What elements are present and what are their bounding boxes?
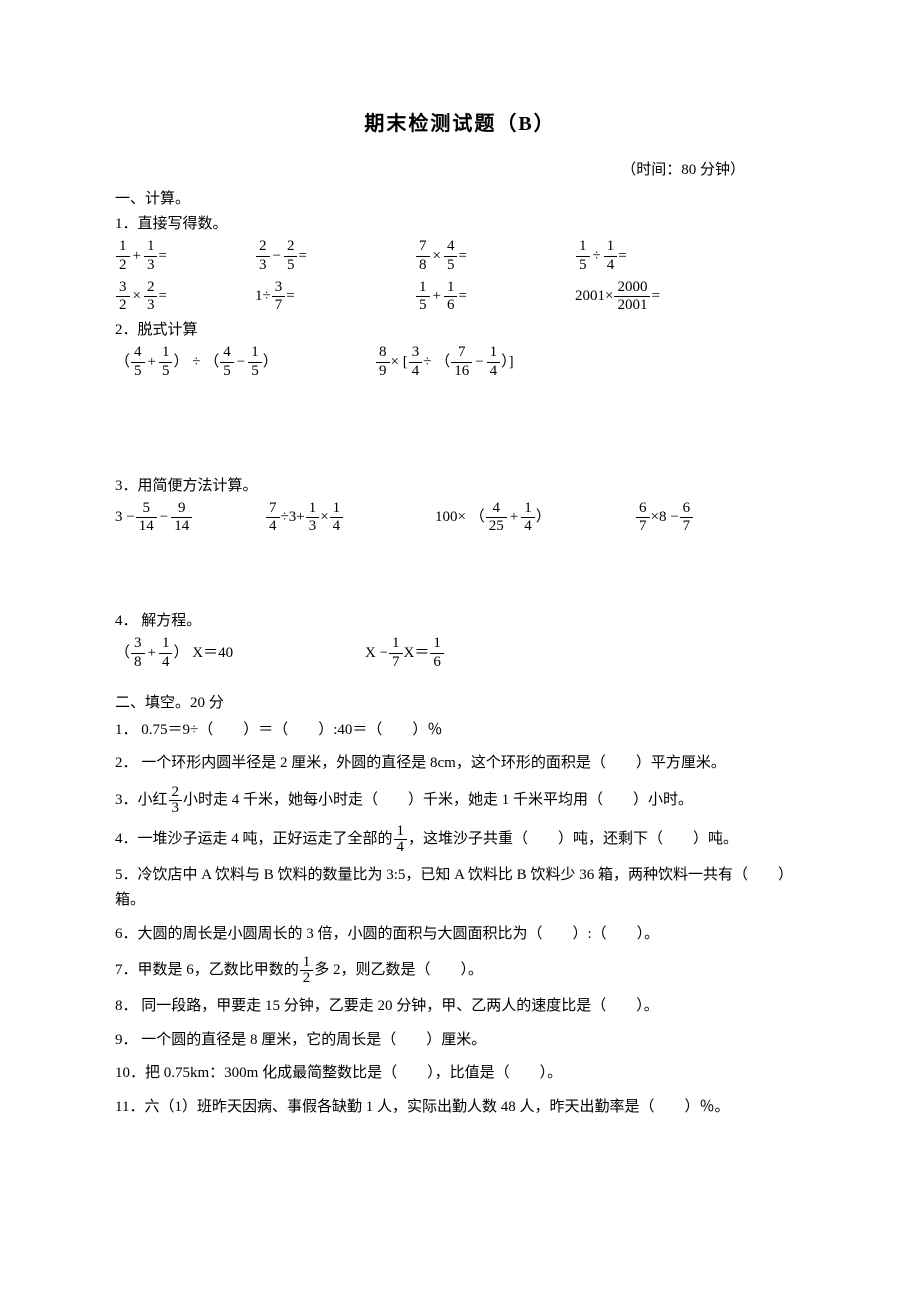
calc-5-1: （ 38 + 14 ） X＝40 [115,636,365,671]
fill-q6: 6．大圆的周长是小圆周长的 3 倍，小圆的面积与大圆面积比为（ ）:（ ）。 [115,922,805,948]
calc-4-1: 3 − 514 − 914 [115,501,265,536]
fill-q8: 8． 同一段路，甲要走 15 分钟，乙要走 20 分钟，甲、乙两人的速度比是（ … [115,994,805,1020]
section2-head: 二、填空。20 分 [115,693,805,714]
q1-3-title: 3．用简便方法计算。 [115,476,805,497]
calc-row-5: （ 38 + 14 ） X＝40 X − 17 X＝ 16 [115,636,805,671]
calc-2-3: 15 + 16 = [415,280,575,315]
calc-3-2: 89 × [ 34 ÷ （ 716 − 14 ）] [375,345,514,380]
exam-time: （时间：80 分钟） [115,160,805,181]
calc-4-4: 67 ×8 − 67 [635,501,694,536]
calc-2-1: 32 × 23 = [115,280,255,315]
fill-q10: 10．把 0.75km：300m 化成最简整数比是（ ），比值是（ ）。 [115,1061,805,1087]
calc-1-2: 23 − 25 = [255,239,415,274]
fill-q1: 1． 0.75＝9÷（ ）＝（ ）:40＝（ ）％ [115,718,805,744]
fill-q2: 2． 一个环形内圆半径是 2 厘米，外圆的直径是 8cm，这个环形的面积是（ ）… [115,751,805,777]
calc-2-2: 1÷ 37 = [255,280,415,315]
fill-q5: 5．冷饮店中 A 饮料与 B 饮料的数量比为 3:5，已知 A 饮料比 B 饮料… [115,863,805,914]
calc-row-3: （ 45 + 15 ） ÷ （ 45 − 15 ） 89 × [ 34 ÷ （ … [115,345,805,380]
q1-2-title: 2．脱式计算 [115,320,805,341]
fill-q3: 3．小红23小时走 4 千米，她每小时走（ ）千米，她走 1 千米平均用（ ）小… [115,785,805,816]
calc-1-4: 15 ÷ 14 = [575,239,627,274]
calc-4-3: 100× （ 425 + 14 ） [435,501,635,536]
calc-1-3: 78 × 45 = [415,239,575,274]
calc-4-2: 74 ÷3+ 13 × 14 [265,501,435,536]
q1-1-title: 1．直接写得数。 [115,214,805,235]
exam-title: 期末检测试题（B） [115,110,805,138]
section1-head: 一、计算。 [115,189,805,210]
calc-row-2: 32 × 23 = 1÷ 37 = 15 + 16 = 2001× 200020… [115,280,805,315]
fill-q9: 9． 一个圆的直径是 8 厘米，它的周长是（ ）厘米。 [115,1028,805,1054]
calc-5-2: X − 17 X＝ 16 [365,636,445,671]
q1-4-title: 4． 解方程。 [115,611,805,632]
fill-q4: 4．一堆沙子运走 4 吨，正好运走了全部的14，这堆沙子共重（ ）吨，还剩下（ … [115,824,805,855]
calc-1-1: 12 + 13 = [115,239,255,274]
calc-row-1: 12 + 13 = 23 − 25 = 78 × 45 = 15 ÷ 14 = [115,239,805,274]
calc-2-4: 2001× 20002001 = [575,280,660,315]
fill-q7: 7．甲数是 6，乙数比甲数的12多 2，则乙数是（ ）。 [115,955,805,986]
fill-q11: 11．六（1）班昨天因病、事假各缺勤 1 人，实际出勤人数 48 人，昨天出勤率… [115,1095,805,1121]
calc-3-1: （ 45 + 15 ） ÷ （ 45 − 15 ） [115,345,375,380]
calc-row-4: 3 − 514 − 914 74 ÷3+ 13 × 14 100× （ 425 … [115,501,805,536]
